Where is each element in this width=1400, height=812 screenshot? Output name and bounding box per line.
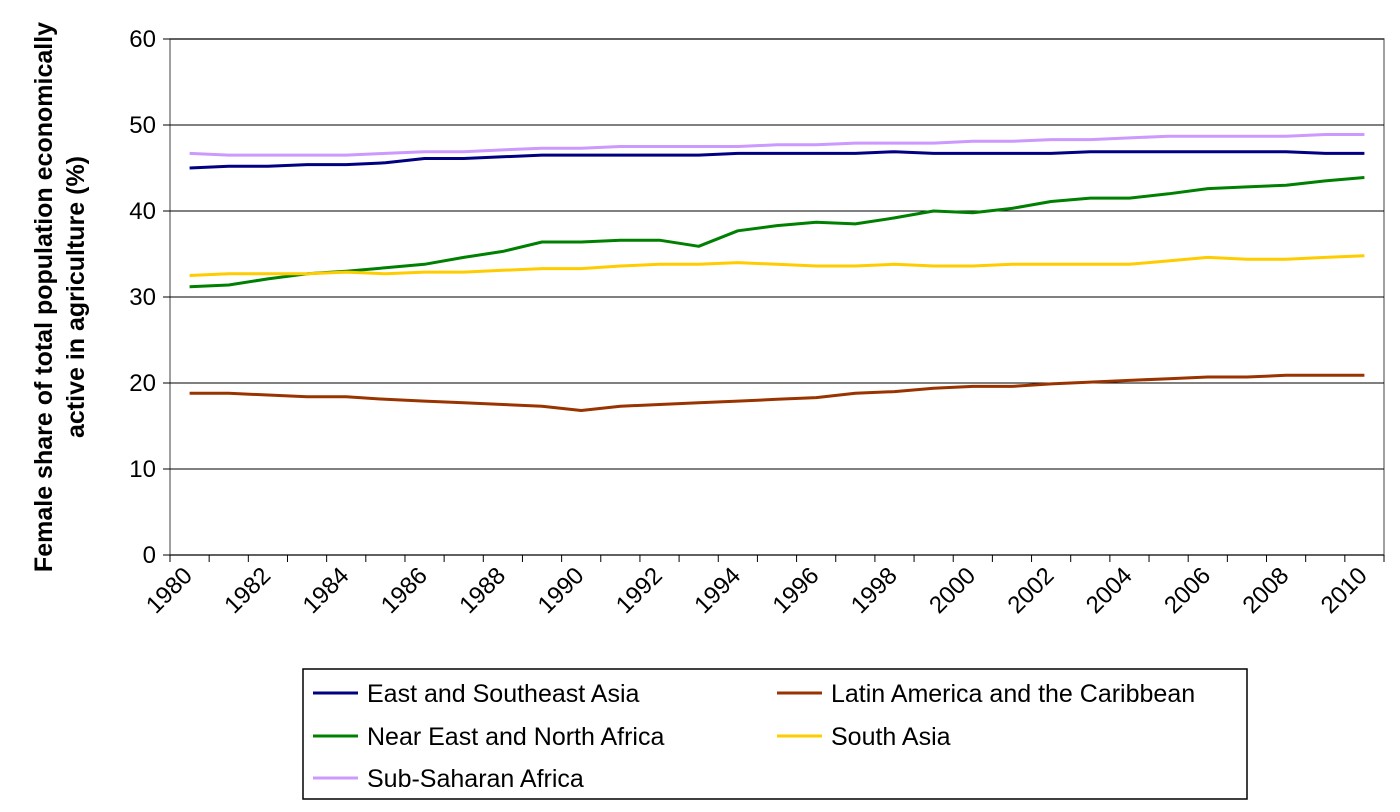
y-tick-label: 50 [129,112,156,139]
x-tick-label: 1994 [689,562,746,619]
x-tick-label: 1986 [376,562,433,619]
legend-label-latin-america-and-the-caribbean: Latin America and the Caribbean [831,680,1195,708]
legend-label-near-east-and-north-africa: Near East and North Africa [367,723,664,751]
y-axis-ticks: 0 10 20 30 40 50 60 [129,26,170,569]
x-tick-label: 2008 [1237,562,1294,619]
y-axis-title: Female share of total population economi… [30,22,90,572]
x-tick-label: 1984 [298,562,355,619]
y-tick-label: 30 [129,284,156,311]
y-axis-title-line-2: active in agriculture (%) [62,156,90,438]
y-tick-label: 40 [129,198,156,225]
x-tick-label: 2000 [924,562,981,619]
x-tick-label: 2006 [1159,562,1216,619]
legend-label-sub-saharan-africa: Sub-Saharan Africa [367,765,584,793]
x-tick-label: 1998 [846,562,903,619]
x-tick-label: 1990 [533,562,590,619]
x-tick-label: 1996 [768,562,825,619]
y-axis-title-line-1: Female share of total population economi… [30,22,58,572]
x-tick-label: 1980 [141,562,198,619]
x-tick-label: 2002 [1003,562,1060,619]
legend-label-east-and-southeast-asia: East and Southeast Asia [367,680,640,708]
series-line-near-east-and-north-africa [189,176,1365,289]
series-lines [189,133,1365,412]
legend-box [302,668,1248,800]
series-line-sub-saharan-africa [189,133,1365,157]
y-tick-label: 0 [143,542,156,569]
x-tick-label: 1988 [454,562,511,619]
gridlines [170,38,1384,556]
legend-label-south-asia: South Asia [831,723,951,751]
y-tick-label: 10 [129,456,156,483]
x-axis-ticks: 1980 1982 1984 1986 1988 1990 1992 1994 1996 1998… [141,555,1385,619]
x-tick-label: 1982 [219,562,276,619]
y-tick-label: 20 [129,370,156,397]
legend: East and Southeast Asia Latin America and… [302,668,1248,800]
series-line-east-and-southeast-asia [189,150,1365,170]
x-tick-label: 2004 [1081,562,1138,619]
y-tick-label: 60 [129,26,156,53]
series-line-latin-america-and-the-caribbean [189,373,1365,412]
x-tick-label: 1992 [611,562,668,619]
x-tick-label: 2010 [1316,562,1373,619]
series-line-south-asia [189,254,1365,277]
